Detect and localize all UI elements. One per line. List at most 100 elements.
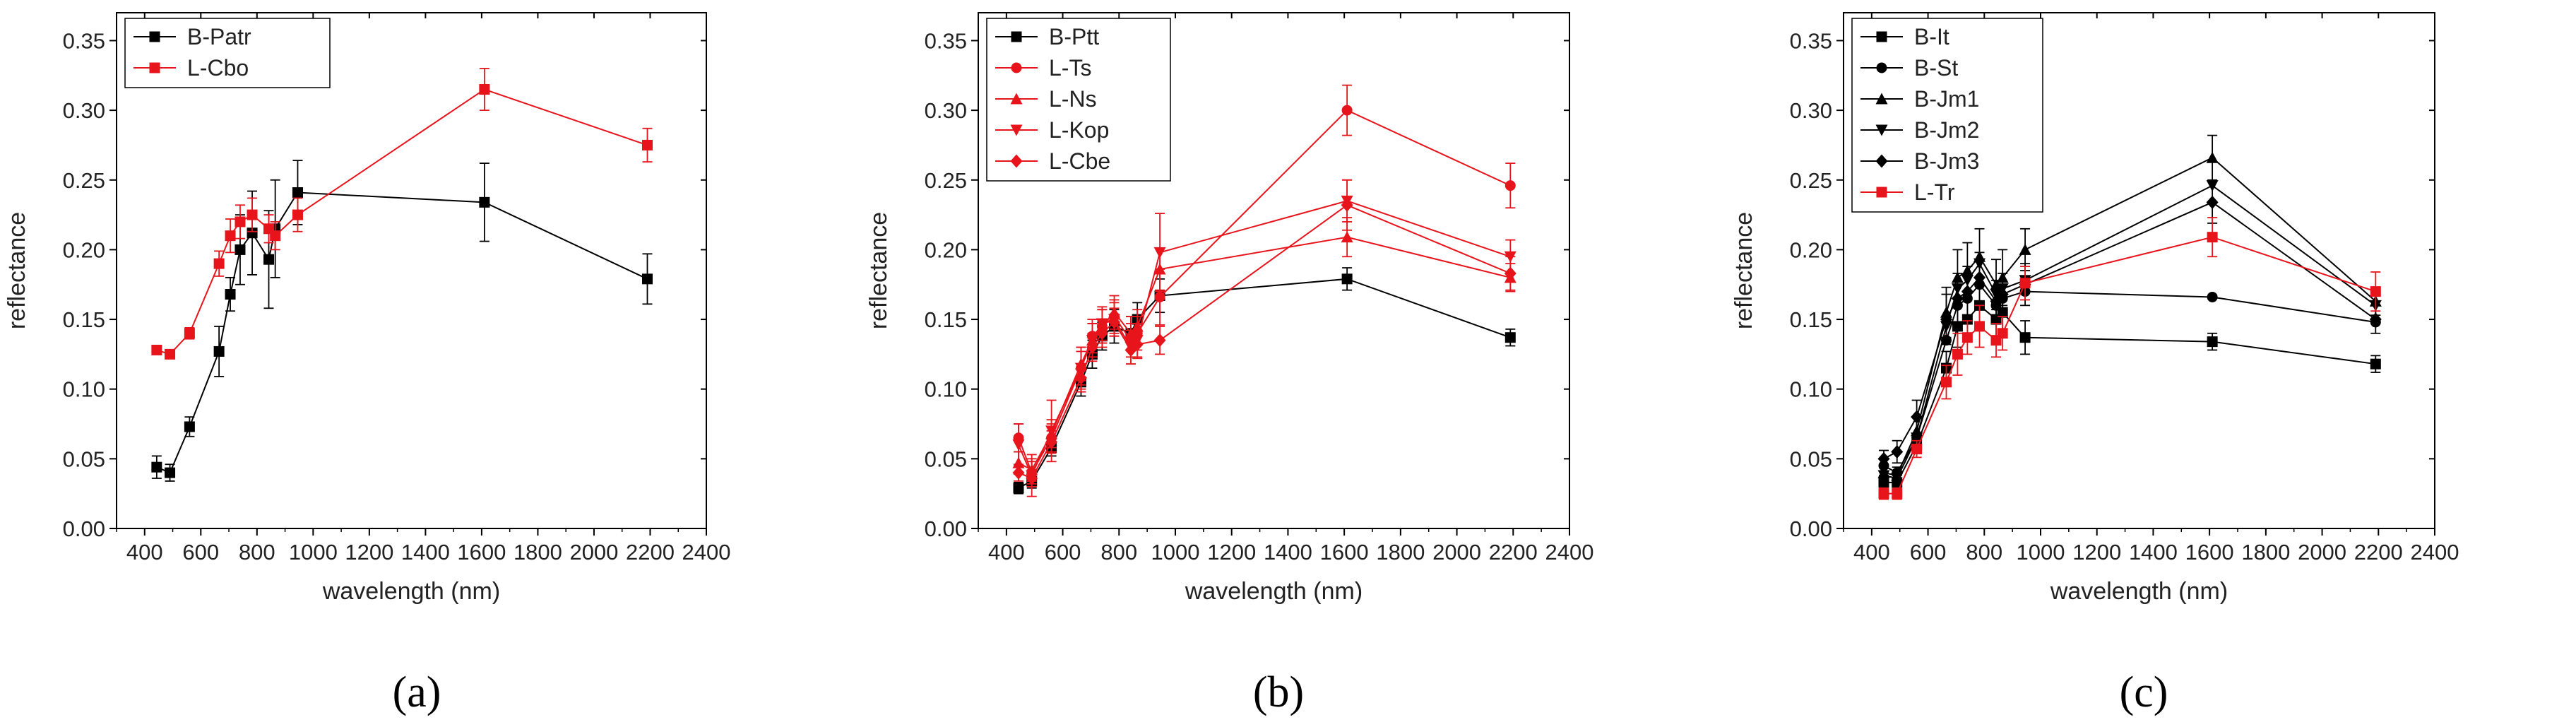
data-point: [642, 139, 653, 150]
data-point: [2206, 151, 2219, 163]
data-point: [479, 84, 490, 95]
x-axis-title: wavelength (nm): [1185, 578, 1363, 605]
data-point: [270, 230, 281, 242]
x-axis-title: wavelength (nm): [2050, 578, 2228, 605]
data-point: [151, 344, 162, 355]
data-point: [1877, 451, 1890, 466]
series-B-Jm1: [1877, 134, 2382, 485]
legend-label: L-Tr: [1914, 179, 1955, 205]
y-tick-label: 0.30: [63, 98, 105, 123]
y-axis-title: reflectance: [865, 212, 892, 329]
y-tick-label: 0.15: [925, 307, 967, 332]
data-point: [1990, 294, 2002, 308]
legend-marker: [1875, 124, 1888, 136]
x-tick-label: 2000: [1432, 540, 1481, 565]
x-tick-label: 2200: [626, 540, 675, 565]
data-point: [165, 348, 176, 360]
legend-marker: [1875, 154, 1888, 168]
x-tick-label: 400: [988, 540, 1025, 565]
data-point: [1012, 439, 1025, 451]
plot-frame: [978, 12, 1570, 529]
y-tick-label: 0.15: [1790, 307, 1832, 332]
x-tick-label: 1800: [514, 540, 562, 565]
data-point: [2370, 358, 2381, 370]
x-tick-label: 1200: [1207, 540, 1256, 565]
legend-marker: [1876, 62, 1887, 73]
chart-panel-3: 400 600 800 1000 1200 1400 1600 1800 2000 2200 240…: [1731, 12, 2459, 716]
series-line: [1018, 200, 1511, 478]
series-line: [1883, 156, 2376, 477]
data-point: [1997, 328, 2008, 339]
panel-label: (b): [1253, 668, 1304, 716]
series-L-Cbe: [1012, 179, 1516, 487]
data-point: [247, 209, 258, 220]
x-tick-label: 400: [126, 540, 163, 565]
panel-label: (c): [2120, 668, 2168, 716]
legend-marker: [149, 31, 160, 42]
y-tick-label: 0.35: [63, 28, 105, 53]
plot-frame: [1843, 12, 2435, 529]
series-line: [1018, 278, 1511, 489]
legend-marker: [1876, 31, 1887, 42]
data-point: [642, 273, 653, 285]
data-point: [2370, 286, 2381, 297]
series-line: [1883, 201, 2376, 460]
data-point: [1012, 466, 1025, 480]
x-tick-label: 1000: [289, 540, 338, 565]
legend-marker: [1010, 154, 1023, 168]
x-tick-label: 1600: [457, 540, 506, 565]
legend-label: B-Patr: [187, 24, 251, 49]
legend-box: [1851, 18, 2043, 213]
x-tick-label: 2200: [2354, 540, 2403, 565]
data-point: [2207, 291, 2218, 302]
data-point: [225, 289, 236, 300]
data-point: [1504, 180, 1516, 191]
legend: B-It B-St B-Jm1 B-Jm2 B-Jm3 L-Tr: [1851, 18, 2043, 213]
plot-frame: [116, 12, 707, 529]
data-point: [1940, 312, 1952, 326]
data-point: [1940, 377, 1952, 388]
data-point: [225, 230, 236, 242]
y-tick-label: 0.15: [63, 307, 105, 332]
data-point: [213, 345, 225, 357]
x-tick-label: 2400: [1545, 540, 1594, 565]
x-tick-label: 400: [1853, 540, 1890, 565]
x-tick-label: 2000: [569, 540, 618, 565]
y-tick-label: 0.20: [1790, 237, 1832, 262]
series-L-Tr: [1878, 217, 2381, 500]
series-B-Jm3: [1877, 180, 2382, 468]
x-tick-label: 600: [1045, 540, 1081, 565]
series-B-Ptt: [1013, 267, 1516, 495]
legend: B-Ptt L-Ts L-Ns L-Kop L-Cbe: [986, 18, 1171, 182]
x-tick-label: 600: [1910, 540, 1947, 565]
x-tick-label: 800: [1966, 540, 2002, 565]
legend-label: B-Jm3: [1914, 148, 1979, 174]
data-point: [1074, 371, 1087, 385]
series-B-Patr: [151, 160, 653, 482]
x-tick-label: 800: [239, 540, 275, 565]
data-point: [1877, 470, 1890, 482]
data-point: [1974, 321, 1986, 332]
x-tick-label: 1000: [1151, 540, 1200, 565]
data-point: [1878, 477, 1889, 488]
series-line: [1883, 236, 2376, 495]
data-point: [1911, 410, 1923, 424]
y-tick-label: 0.25: [925, 168, 967, 193]
x-tick-label: 1800: [2241, 540, 2290, 565]
legend-label: L-Ns: [1049, 86, 1097, 112]
legend-label: B-It: [1914, 24, 1949, 49]
legend-marker: [1010, 93, 1023, 105]
data-point: [2207, 336, 2218, 348]
y-tick-label: 0.20: [925, 237, 967, 262]
data-point: [1504, 266, 1516, 280]
data-point: [2207, 232, 2218, 243]
data-point: [1341, 105, 1353, 116]
x-tick-label: 1600: [2185, 540, 2234, 565]
x-axis-title: wavelength (nm): [322, 578, 500, 605]
x-tick-label: 1200: [345, 540, 393, 565]
x-tick-label: 1800: [1376, 540, 1425, 565]
y-tick-label: 0.05: [63, 447, 105, 471]
data-point: [292, 187, 303, 199]
y-tick-label: 0.30: [925, 98, 967, 123]
